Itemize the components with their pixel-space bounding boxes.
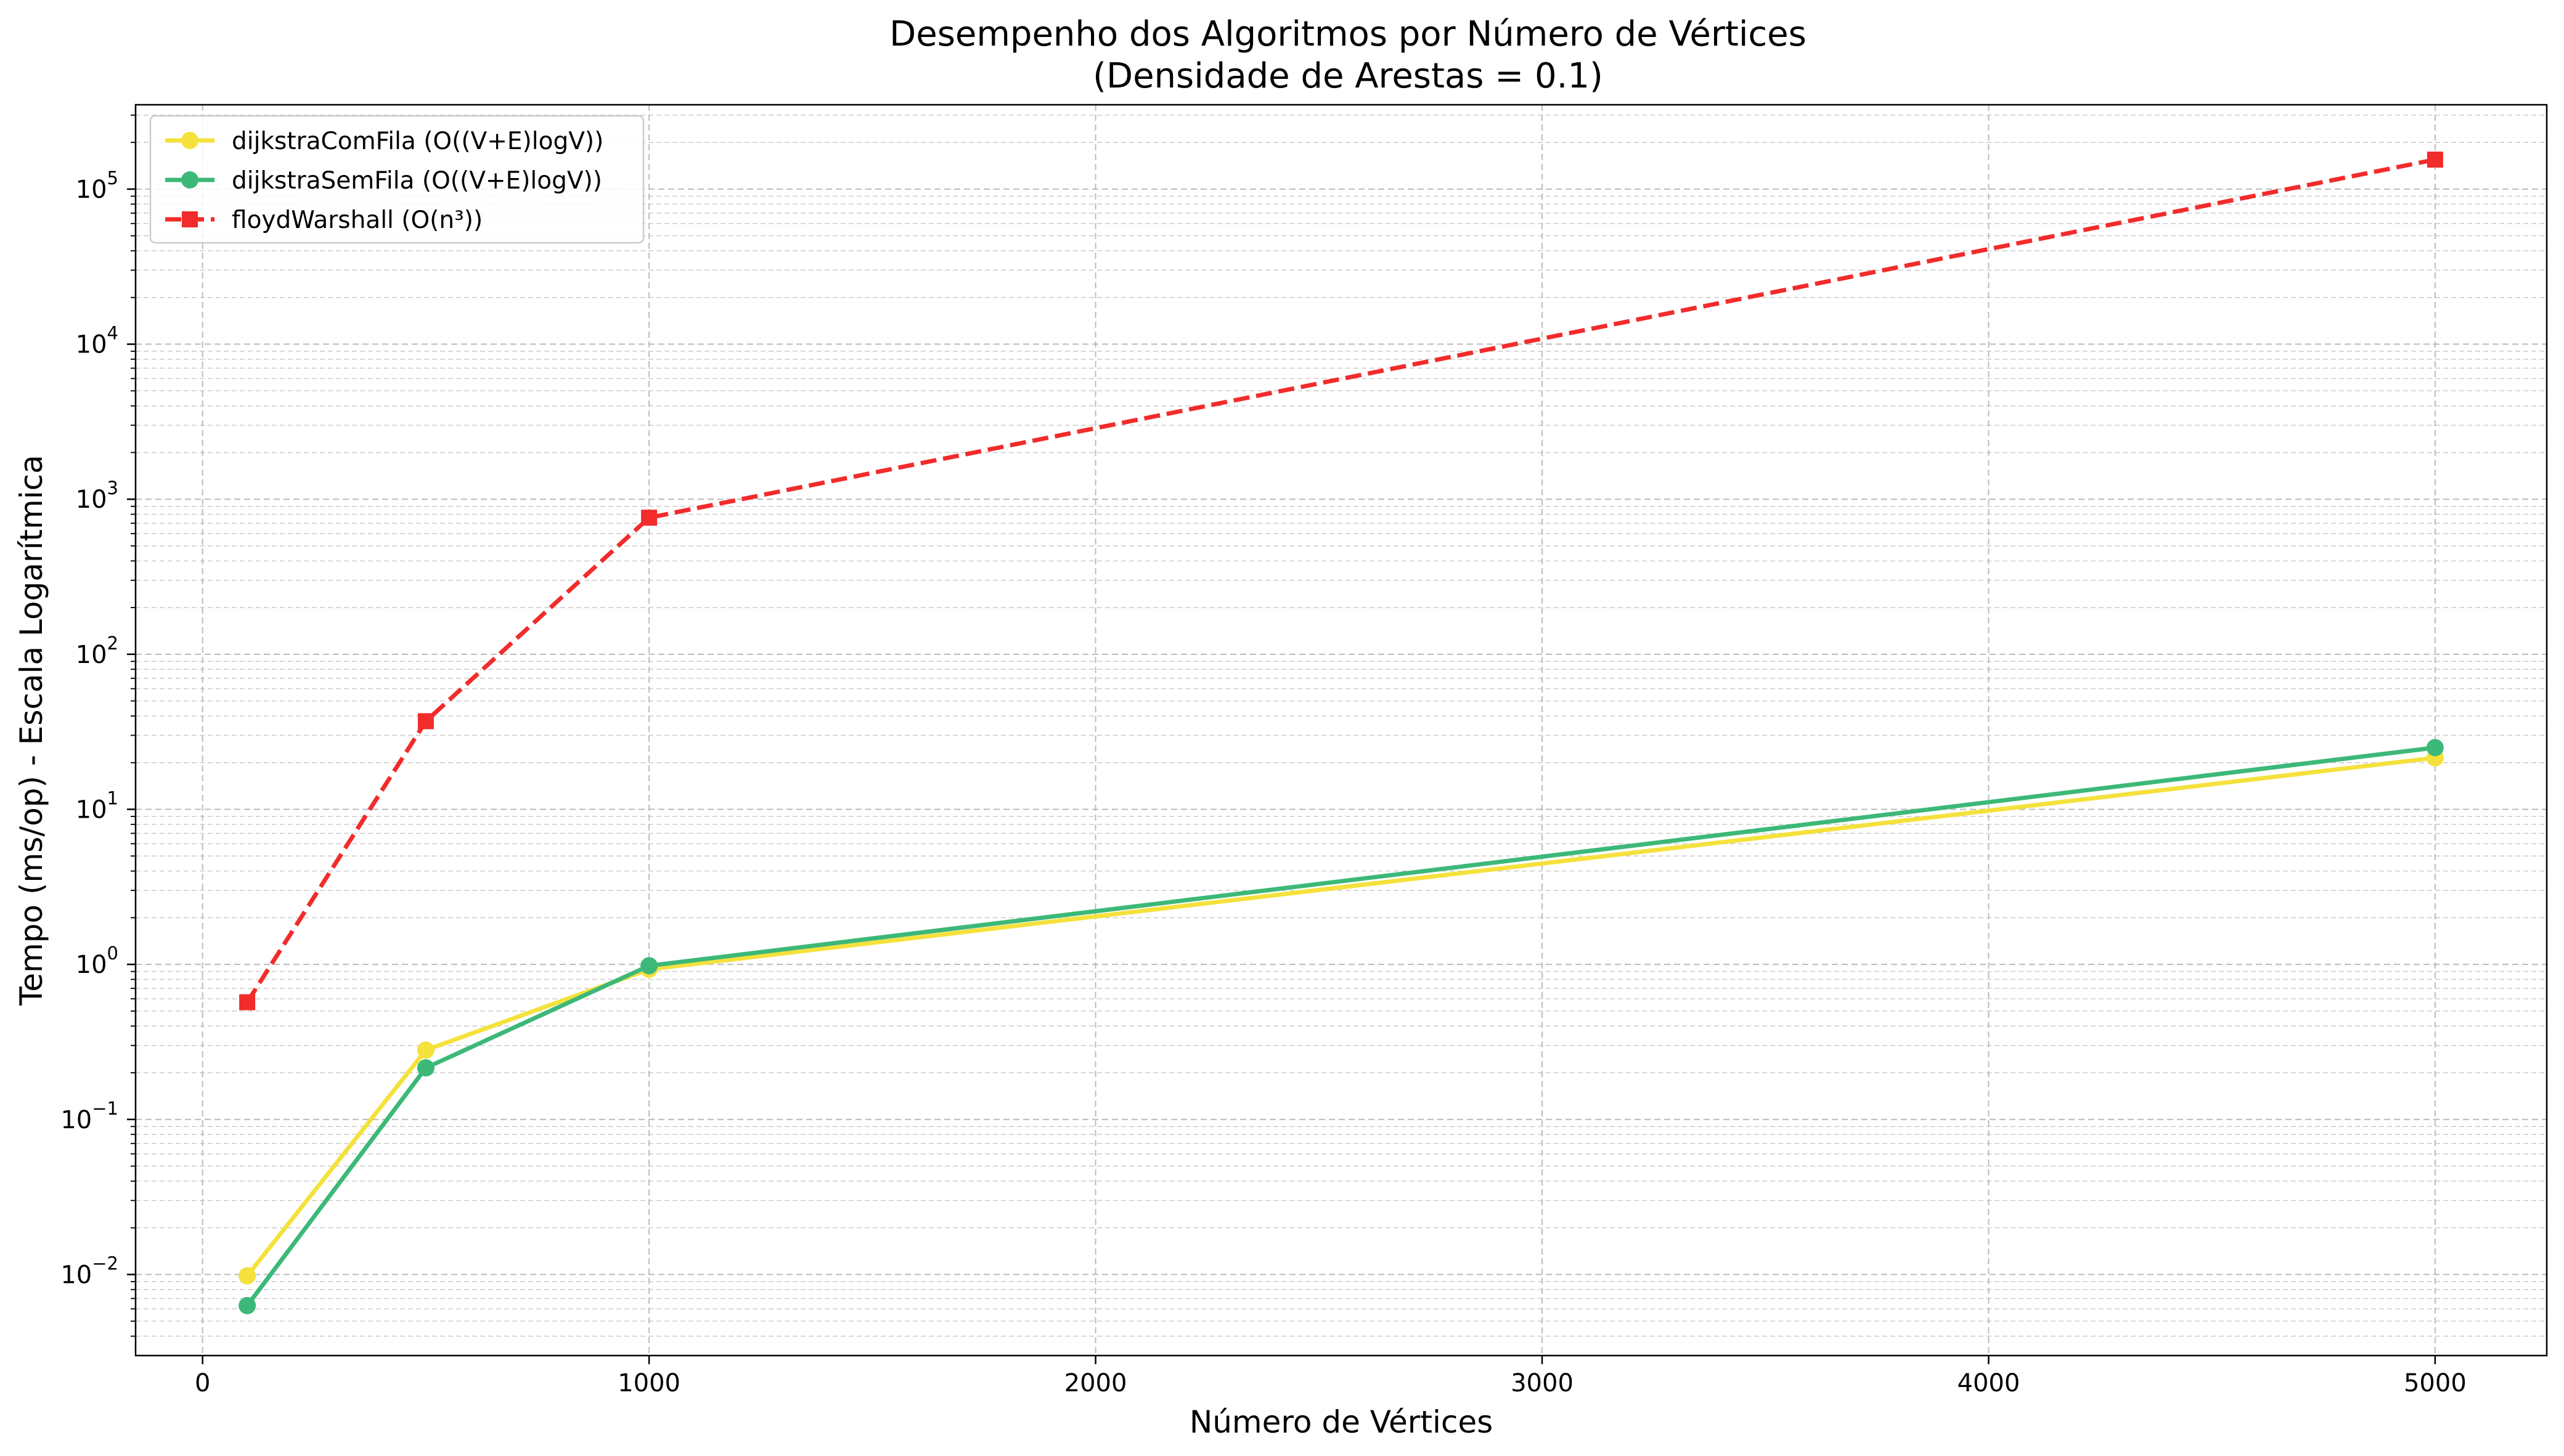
legend-label: floydWarshall (O(n³)) <box>232 206 483 234</box>
x-tick-label: 5000 <box>2404 1369 2467 1397</box>
chart-subtitle: (Densidade de Arestas = 0.1) <box>1093 56 1603 96</box>
x-tick-label: 1000 <box>618 1369 680 1397</box>
data-point <box>417 713 434 730</box>
data-point <box>417 1041 435 1059</box>
x-axis-label: Número de Vértices <box>1190 1404 1493 1440</box>
x-tick-label: 3000 <box>1511 1369 1574 1397</box>
y-tick-label: 10−2 <box>60 1253 118 1289</box>
data-point <box>2427 152 2443 168</box>
x-tick-label: 4000 <box>1958 1369 2020 1397</box>
y-tick-label: 102 <box>76 633 118 669</box>
legend: dijkstraComFila (O((V+E)logV)) dijkstraSe… <box>149 115 645 244</box>
data-point <box>239 994 256 1011</box>
data-point <box>2426 739 2444 757</box>
y-tick-label: 103 <box>76 478 118 514</box>
data-point <box>239 1267 256 1285</box>
data-point <box>640 957 658 975</box>
series-layer <box>239 152 2444 1314</box>
x-tick-label: 0 <box>195 1369 210 1397</box>
series-line-floydWarshall <box>245 157 2436 1004</box>
legend-marker <box>181 171 198 189</box>
data-point <box>641 510 658 526</box>
x-tick-label: 2000 <box>1064 1369 1127 1397</box>
series-line-dijkstraSemFila <box>245 745 2436 1308</box>
legend-marker <box>182 211 198 227</box>
axis-ticks: 0 1000 2000 3000 4000 5000 10−2 10−1 100 101 102 10… <box>60 114 2467 1397</box>
y-tick-label: 100 <box>76 943 118 979</box>
plot-area <box>134 104 2548 1357</box>
legend-label: dijkstraComFila (O((V+E)logV)) <box>232 128 603 155</box>
series-line-dijkstraComFila <box>245 755 2436 1277</box>
y-tick-label: 10−1 <box>60 1098 118 1134</box>
data-point <box>239 1296 256 1314</box>
y-tick-label: 105 <box>76 168 118 204</box>
legend-box <box>149 115 645 244</box>
legend-label: dijkstraSemFila (O((V+E)logV)) <box>232 167 602 195</box>
chart-title: Desempenho dos Algoritmos por Número de … <box>889 14 1807 54</box>
y-tick-label: 104 <box>76 323 118 359</box>
y-axis-label: Tempo (ms/op) - Escala Logarítmica <box>14 455 49 1006</box>
y-tick-label: 101 <box>76 787 118 824</box>
legend-marker <box>181 132 198 149</box>
grid-lines <box>136 105 2547 1356</box>
data-point <box>417 1059 435 1077</box>
